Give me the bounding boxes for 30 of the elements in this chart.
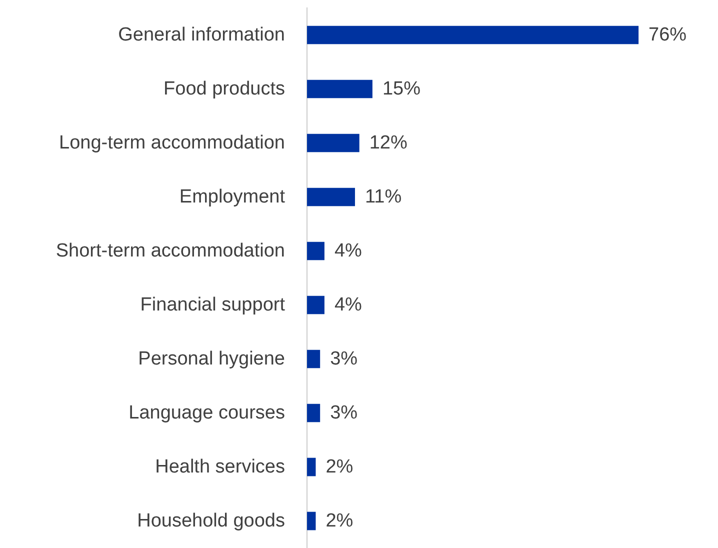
y-tick-label: Health services [155,456,285,478]
data-label: 3% [330,402,358,424]
data-label: 3% [330,348,358,370]
bar [307,26,639,44]
y-tick-label: Personal hygiene [138,348,285,370]
y-tick-label: Food products [164,78,285,100]
data-label: 15% [382,78,421,100]
y-tick-label: Short-term accommodation [56,240,285,262]
bar [307,80,372,98]
bar [307,134,360,152]
y-tick-label: Language courses [128,402,285,424]
data-label: 12% [369,132,408,154]
y-tick-label: General information [118,24,285,46]
data-label: 2% [326,456,354,478]
y-tick-label: Household goods [137,510,285,532]
data-label: 76% [648,24,687,46]
bar [307,188,355,206]
bar [307,350,320,368]
data-label: 4% [334,294,362,316]
y-tick-label: Financial support [140,294,286,316]
data-label: 11% [364,186,402,208]
data-label: 4% [334,240,362,262]
y-tick-label: Long-term accommodation [59,132,285,154]
bar [307,296,324,314]
bar [307,404,320,422]
bar [307,512,316,530]
bar [307,458,316,476]
data-label: 2% [326,510,354,532]
y-tick-label: Employment [179,186,286,208]
bar [307,242,324,260]
